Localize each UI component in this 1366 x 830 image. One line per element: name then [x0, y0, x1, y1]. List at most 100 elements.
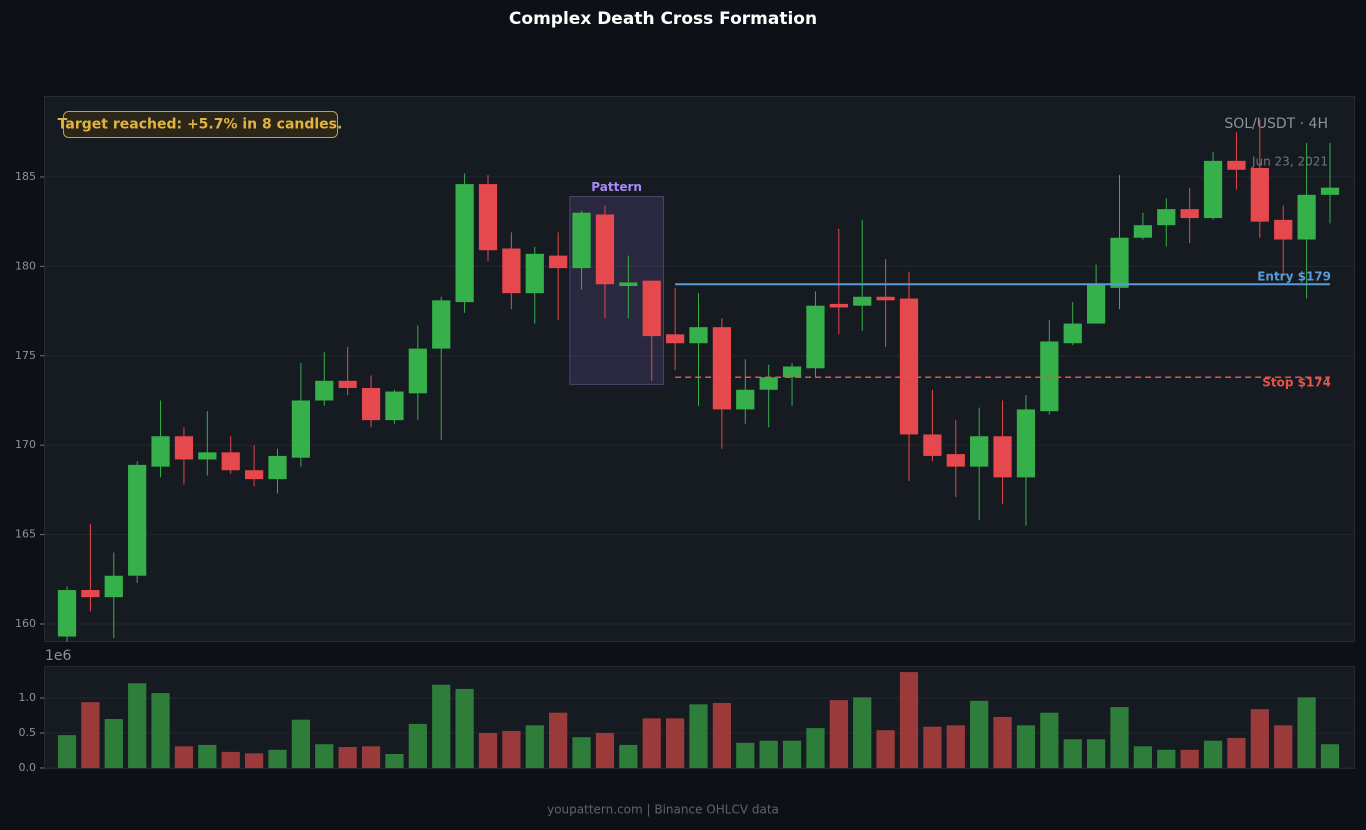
volume-bar [478, 733, 498, 768]
volume-bar [946, 725, 965, 768]
volume-bar [408, 723, 427, 768]
volume-bar [549, 712, 568, 768]
candle-body [1250, 167, 1269, 222]
y-tick-label: 175 [15, 349, 36, 362]
volume-bar [1203, 740, 1223, 768]
volume-bar [689, 704, 708, 768]
candle-body [1274, 219, 1293, 240]
candle-body [595, 214, 615, 285]
candle-body [338, 380, 357, 388]
volume-bar [361, 746, 381, 768]
candle-body [244, 470, 264, 480]
volume-bar [923, 726, 942, 768]
candle-body [57, 590, 77, 637]
y-tick-label: 185 [15, 170, 36, 183]
candle-body [268, 455, 287, 480]
candle-body [712, 327, 732, 410]
candle-body [689, 327, 708, 344]
y-tick-label: 1.0 [19, 691, 37, 704]
candle-body [291, 400, 311, 458]
date-label: Jun 23, 2021 [1251, 155, 1328, 169]
candle-body [1133, 225, 1153, 238]
candle-body [128, 464, 147, 576]
volume-bar [736, 742, 755, 768]
volume-bar [385, 754, 404, 768]
candle-body [549, 255, 568, 269]
candle-body [455, 184, 474, 303]
volume-bar [1086, 739, 1106, 768]
candle-body [361, 387, 381, 421]
candle-body [1086, 284, 1106, 324]
volume-bar [1040, 712, 1059, 768]
volume-bar [1133, 746, 1153, 768]
candle-body [923, 434, 942, 456]
candle-body [665, 334, 685, 344]
candle-body [1110, 237, 1129, 288]
annotation-box [63, 111, 338, 138]
volume-bar [268, 749, 287, 768]
volume-bar [782, 740, 802, 768]
price-panel [44, 96, 1355, 642]
candle-body [525, 253, 544, 294]
candle-body [876, 296, 895, 301]
volume-bar [1274, 725, 1293, 768]
volume-bar [1250, 709, 1269, 768]
y-tick-label: 170 [15, 438, 36, 451]
volume-bar [151, 693, 170, 768]
y-tick-label: 0.0 [19, 761, 37, 774]
volume-bar [315, 744, 334, 768]
candle-body [853, 296, 872, 306]
volume-bar [642, 718, 661, 768]
level-label: Entry $179 [1257, 270, 1331, 284]
volume-bar [1180, 749, 1199, 768]
volume-bar [1297, 697, 1316, 768]
candle-body [1040, 341, 1059, 412]
volume-bar [853, 697, 872, 768]
volume-bar [1157, 749, 1176, 768]
volume-bar [572, 737, 591, 768]
volume-bar [899, 672, 919, 768]
candle-body [1203, 160, 1223, 219]
volume-scale-label: 1e6 [45, 648, 72, 664]
y-tick-label: 160 [15, 617, 36, 630]
volume-bar [806, 728, 825, 768]
volume-bar [174, 746, 194, 768]
candle-body [642, 280, 661, 337]
candle-body [1227, 160, 1246, 170]
candle-body [993, 436, 1012, 478]
candle-body [315, 380, 334, 401]
volume-bar [1016, 725, 1036, 768]
candle-body [151, 436, 170, 467]
volume-bar [759, 740, 778, 768]
candle-body [385, 391, 404, 421]
candle-body [806, 305, 825, 369]
candle-body [970, 436, 989, 467]
candle-body [408, 348, 427, 394]
volume-bar [876, 730, 895, 768]
y-tick-label: 0.5 [19, 726, 37, 739]
candle-body [174, 436, 194, 460]
candle-body [829, 303, 848, 308]
candle-body [899, 298, 919, 435]
candle-body [478, 184, 498, 251]
volume-bar [81, 702, 100, 768]
volume-bar [1110, 707, 1129, 768]
candle-body [619, 282, 638, 287]
volume-bar [455, 688, 474, 768]
volume-bar [665, 718, 685, 768]
candle-body [81, 590, 100, 598]
volume-bar [291, 719, 311, 768]
y-tick-label: 165 [15, 528, 36, 541]
volume-bar [432, 684, 451, 768]
candle-body [1016, 409, 1036, 478]
annotation: Target reached: +5.7% in 8 candles. [58, 117, 343, 133]
candle-body [736, 389, 755, 410]
volume-bar [198, 744, 217, 768]
footer: youpattern.com | Binance OHLCV data [547, 803, 779, 817]
volume-bar [57, 735, 77, 768]
candle-body [782, 366, 802, 378]
volume-bar [829, 700, 848, 768]
candle-body [1063, 323, 1082, 344]
